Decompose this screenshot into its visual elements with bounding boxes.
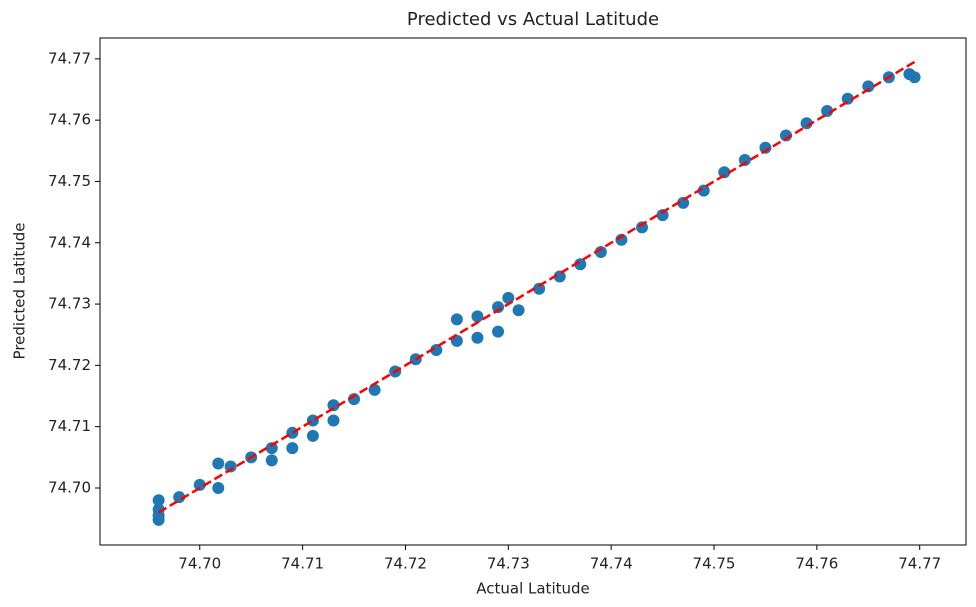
point — [286, 426, 299, 439]
fit-line — [157, 60, 916, 514]
x-tick-label: 74.71 — [281, 555, 324, 573]
y-tick-label: 74.72 — [48, 356, 91, 374]
point — [615, 233, 628, 246]
point — [718, 166, 731, 179]
point — [471, 331, 484, 344]
x-tick-label: 74.74 — [590, 555, 633, 573]
point — [265, 454, 278, 467]
point — [306, 429, 319, 442]
point — [780, 129, 793, 142]
y-tick-label: 74.75 — [48, 172, 91, 190]
point — [173, 491, 186, 504]
y-tick-label: 74.70 — [48, 478, 91, 496]
point — [677, 196, 690, 209]
y-tick-label: 74.73 — [48, 295, 91, 313]
x-tick-label: 74.76 — [795, 555, 838, 573]
y-tick-label: 74.71 — [48, 417, 91, 435]
point — [327, 399, 340, 412]
point — [224, 460, 237, 473]
point — [368, 383, 381, 396]
point — [212, 481, 225, 494]
x-tick-label: 74.72 — [384, 555, 427, 573]
point — [533, 282, 546, 295]
point — [492, 301, 505, 314]
point — [656, 209, 669, 222]
point — [908, 71, 921, 84]
y-tick-label: 74.77 — [48, 49, 91, 67]
point — [492, 325, 505, 338]
x-tick-label: 74.75 — [693, 555, 736, 573]
point — [471, 310, 484, 323]
chart-title: Predicted vs Actual Latitude — [407, 9, 659, 30]
point — [862, 80, 875, 93]
point — [841, 92, 854, 105]
point — [306, 414, 319, 427]
point — [152, 513, 165, 526]
point — [450, 313, 463, 326]
y-axis-label: Predicted Latitude — [11, 223, 29, 360]
point — [265, 442, 278, 455]
x-tick-label: 74.70 — [178, 555, 221, 573]
point — [327, 414, 340, 427]
point — [430, 344, 443, 357]
point — [348, 393, 361, 406]
axes-frame — [99, 37, 967, 546]
point — [286, 442, 299, 455]
point — [800, 117, 813, 130]
point — [821, 104, 834, 117]
x-tick-label: 74.77 — [898, 555, 941, 573]
x-axis-label: Actual Latitude — [476, 580, 590, 598]
point — [594, 245, 607, 258]
point — [697, 184, 710, 197]
point — [152, 494, 165, 507]
point — [193, 478, 206, 491]
point — [636, 221, 649, 234]
x-tick-label: 74.73 — [487, 555, 530, 573]
y-tick-label: 74.76 — [48, 111, 91, 129]
point — [759, 141, 772, 154]
point — [512, 304, 525, 317]
point — [574, 258, 587, 271]
y-tick-label: 74.74 — [48, 233, 91, 251]
point — [738, 153, 751, 166]
point — [212, 457, 225, 470]
point — [553, 270, 566, 283]
